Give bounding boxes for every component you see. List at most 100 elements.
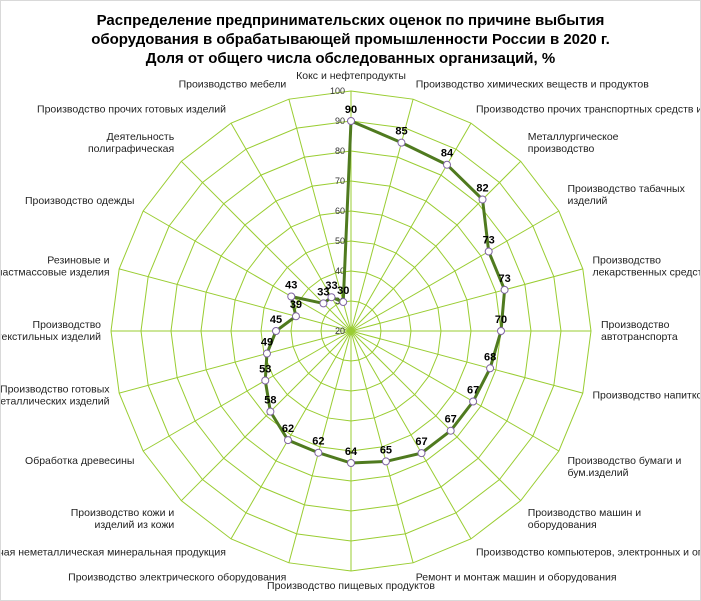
spoke bbox=[119, 268, 352, 332]
spoke bbox=[230, 330, 352, 540]
category-label: Производство машин и оборудования bbox=[528, 507, 641, 531]
marker bbox=[291, 312, 300, 321]
value-label: 62 bbox=[312, 436, 324, 448]
marker bbox=[272, 327, 280, 335]
y-tick-label: 90 bbox=[335, 116, 345, 126]
y-tick-label: 50 bbox=[335, 236, 345, 246]
marker bbox=[500, 285, 509, 294]
value-label: 43 bbox=[285, 280, 297, 292]
category-label: Металлургическое производство bbox=[528, 131, 619, 155]
value-label: 85 bbox=[395, 126, 407, 138]
marker bbox=[327, 293, 336, 302]
spoke bbox=[288, 330, 352, 563]
marker bbox=[314, 448, 323, 457]
value-label: 70 bbox=[495, 314, 507, 326]
spoke bbox=[350, 268, 583, 332]
spoke bbox=[350, 210, 560, 332]
spoke bbox=[350, 330, 583, 394]
value-label: 67 bbox=[445, 414, 457, 426]
value-label: 90 bbox=[345, 104, 357, 116]
value-label: 73 bbox=[498, 273, 510, 285]
marker bbox=[319, 299, 328, 308]
marker bbox=[347, 117, 355, 125]
spoke bbox=[350, 160, 522, 332]
value-label: 45 bbox=[270, 314, 282, 326]
y-tick-label: 40 bbox=[335, 266, 345, 276]
category-label: Производство текстильных изделий bbox=[1, 319, 101, 343]
title-block: Распределение предпринимательских оценок… bbox=[1, 11, 700, 68]
category-label: Резиновые и пластмассовые изделия bbox=[1, 254, 110, 278]
category-label: Прочая неметаллическая минеральная проду… bbox=[1, 547, 226, 559]
y-tick-label: 100 bbox=[330, 86, 345, 96]
value-label: 73 bbox=[483, 235, 495, 247]
category-label: Производство прочих транспортных средств… bbox=[476, 103, 700, 115]
marker bbox=[446, 426, 455, 435]
value-label: 67 bbox=[415, 436, 427, 448]
marker bbox=[443, 160, 451, 169]
marker bbox=[266, 407, 275, 416]
marker bbox=[497, 327, 505, 335]
value-label: 64 bbox=[345, 446, 358, 458]
category-label: Производство прочих готовых изделий bbox=[37, 103, 226, 115]
value-label: 82 bbox=[476, 182, 488, 194]
spoke bbox=[142, 210, 352, 332]
marker bbox=[486, 364, 495, 373]
category-label: Производство автотранспорта bbox=[601, 319, 678, 343]
marker bbox=[284, 436, 292, 445]
y-tick-label: 70 bbox=[335, 176, 345, 186]
category-label: Производство кожи и изделий из кожи bbox=[71, 507, 175, 531]
marker bbox=[417, 449, 426, 458]
category-label: Кокс и нефтепродукты bbox=[296, 70, 406, 82]
category-label: Производство бумаги и бум.изделий bbox=[568, 455, 682, 479]
marker bbox=[397, 138, 406, 147]
category-label: Производство мебели bbox=[179, 79, 287, 91]
value-label: 67 bbox=[467, 385, 479, 397]
spoke bbox=[180, 330, 352, 502]
marker bbox=[478, 195, 487, 204]
y-tick-label: 60 bbox=[335, 206, 345, 216]
marker bbox=[262, 349, 271, 358]
category-label: Деятельность полиграфическая bbox=[88, 131, 175, 155]
marker bbox=[261, 376, 270, 385]
category-label: Обработка древесины bbox=[25, 455, 134, 467]
marker bbox=[381, 457, 390, 466]
spoke bbox=[350, 330, 560, 452]
spoke bbox=[350, 330, 414, 563]
marker bbox=[484, 247, 493, 256]
category-label: Производство компьютеров, электронных и … bbox=[476, 547, 700, 559]
spoke bbox=[350, 330, 472, 540]
marker bbox=[347, 459, 355, 467]
spoke bbox=[119, 330, 352, 394]
chart-title: Распределение предпринимательских оценок… bbox=[91, 12, 610, 48]
category-label: Производство электрического оборудования bbox=[68, 571, 286, 583]
value-label: 84 bbox=[441, 148, 454, 160]
category-label: Производство табачных изделий bbox=[568, 183, 686, 207]
value-label: 62 bbox=[282, 423, 294, 435]
category-label: Производство одежды bbox=[25, 195, 135, 207]
series-line bbox=[263, 118, 507, 465]
value-label: 30 bbox=[337, 285, 349, 297]
value-label: 58 bbox=[264, 395, 276, 407]
value-label: 68 bbox=[484, 351, 496, 363]
category-label: Производство лекарственных средств bbox=[592, 254, 700, 278]
spoke bbox=[350, 122, 472, 332]
spoke bbox=[142, 330, 352, 452]
value-label: 33 bbox=[317, 286, 329, 298]
marker bbox=[339, 298, 348, 307]
spoke bbox=[288, 99, 352, 332]
spoke bbox=[350, 330, 522, 502]
chart-subtitle: Доля от общего числа обследованных орган… bbox=[145, 50, 556, 67]
marker bbox=[469, 397, 478, 406]
value-label: 33 bbox=[325, 280, 337, 292]
value-label: 53 bbox=[259, 364, 271, 376]
value-label: 49 bbox=[261, 337, 273, 349]
category-label: Ремонт и монтаж машин и оборудования bbox=[416, 571, 617, 583]
category-label: Производство химических веществ и продук… bbox=[416, 79, 650, 91]
y-tick-label: 20 bbox=[335, 326, 345, 336]
category-label: Производство напитков bbox=[592, 390, 700, 402]
spoke bbox=[350, 99, 414, 332]
value-label: 65 bbox=[380, 444, 392, 456]
y-tick-label: 80 bbox=[335, 146, 345, 156]
